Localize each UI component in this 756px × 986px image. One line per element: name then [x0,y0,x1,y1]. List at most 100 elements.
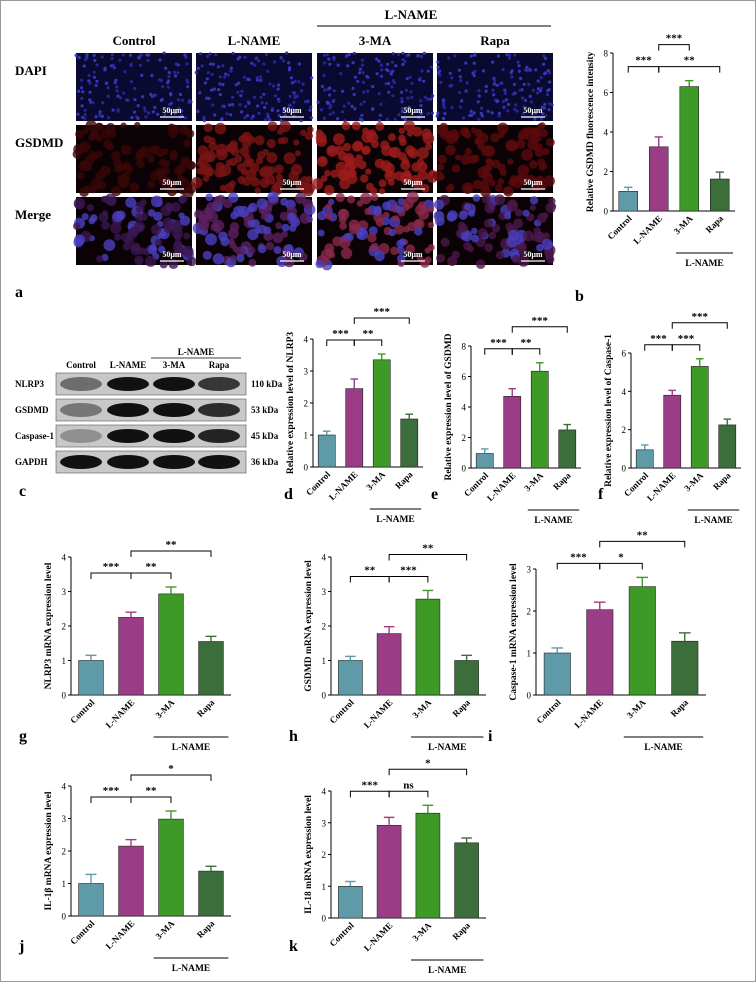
cell-dot [441,98,446,102]
y-tick-label: 3 [322,587,327,597]
cell-dot [461,116,466,120]
cell-dot [150,195,163,208]
cell-dot [324,184,335,196]
cell-dot [116,109,120,113]
cell-dot [230,254,237,262]
cell-dot [281,231,288,238]
cell-dot [401,58,405,62]
cell-dot [302,199,314,210]
cell-dot [426,69,430,73]
cell-dot [80,86,84,90]
cell-dot [496,54,501,58]
cell-dot [262,62,266,66]
cell-dot [515,109,519,113]
y-tick-label: 2 [622,425,627,435]
cell-dot [550,103,554,107]
cell-dot [470,113,474,117]
significance-label: *** [332,328,349,340]
cell-dot [504,212,512,220]
cell-dot [196,160,204,168]
cell-dot [221,64,225,68]
cell-dot [403,225,410,233]
cell-dot [276,109,280,113]
group-label: L-NAME [694,516,733,526]
cell-dot [247,101,251,105]
significance-label: *** [692,311,709,323]
cell-dot [401,62,405,67]
cell-dot [471,234,480,243]
significance-label: *** [666,33,683,45]
y-tick-label: 6 [622,349,627,359]
cell-dot [387,133,396,142]
cell-dot [270,108,274,112]
cell-dot [548,80,552,84]
significance-bracket [556,562,601,570]
cell-dot [146,58,150,63]
cell-dot [297,80,301,84]
cell-dot [469,109,473,113]
cell-dot [260,212,268,220]
y-tick-label: 2 [322,850,327,860]
cell-dot [346,64,350,68]
significance-label: ** [364,564,376,576]
cell-dot [90,128,98,136]
cell-dot [272,60,277,64]
cell-dot [538,89,543,93]
cell-dot [92,53,96,58]
cell-dot [437,163,445,171]
cell-dot [194,70,198,75]
cell-dot [103,239,116,252]
cell-dot [84,184,93,193]
cell-dot [491,60,495,64]
bar-rapa [400,418,419,468]
cell-dot [80,78,84,82]
blot-band [198,403,240,417]
cell-dot [419,99,423,103]
cell-dot [176,63,180,67]
cell-dot [166,85,170,89]
cell-dot [81,213,89,221]
cell-dot [294,150,301,157]
cell-dot [240,110,244,114]
cell-dot [377,119,381,123]
scale-bar-label: 50μm [282,178,302,187]
x-tick-label-control: Control [534,697,563,726]
cell-dot [533,227,541,235]
cell-dot [506,102,511,107]
cell-dot [205,96,209,100]
x-tick-label-3-ma: 3-MA [153,697,176,720]
chart-i: 0 1 2 3 Caspase-1 mRNA expression level Contr… [488,529,706,753]
cell-dot [472,179,483,190]
cell-dot [543,56,548,61]
cell-dot [281,59,286,63]
scale-bar-label: 50μm [403,250,423,259]
y-tick-label: 2 [304,399,309,409]
cell-dot [379,102,383,106]
cell-dot [243,158,252,168]
cell-dot [542,106,547,110]
cell-dot [257,59,261,63]
cell-dot [546,69,551,73]
significance-label: ** [166,539,178,551]
group-label: L-NAME [172,964,211,974]
cell-dot [448,129,460,141]
cell-dot [103,66,107,70]
cell-dot [358,67,362,71]
cell-dot [231,95,235,99]
y-tick-label: 4 [604,128,609,138]
cell-dot [204,150,217,163]
cell-dot [218,82,222,86]
cell-dot [521,148,533,161]
x-tick-label-3-ma: 3-MA [153,918,176,941]
cell-dot [503,186,514,197]
cell-dot [118,96,123,100]
cell-dot [406,96,410,100]
cell-dot [183,139,192,148]
cell-dot [441,116,446,121]
micrograph-dapi-control: 50μm [74,51,193,121]
cell-dot [91,154,98,161]
cell-dot [247,219,255,227]
cell-dot [360,174,369,183]
significance-label: ** [684,55,696,67]
y-axis-label: IL-1β mRNA expression level [44,791,54,910]
